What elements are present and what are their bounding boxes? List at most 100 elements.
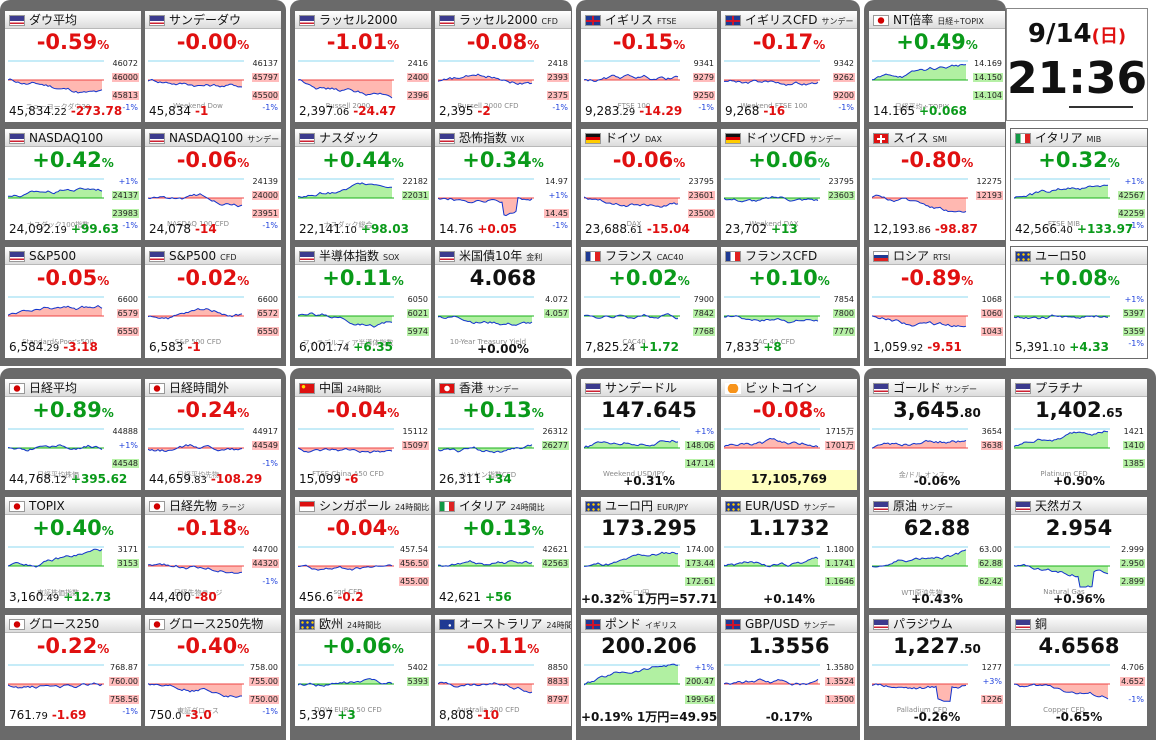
main-value-text: +0.44 [322,148,392,172]
axis-label: 5393 [406,677,429,686]
main-value-text: -0.05 [36,266,98,290]
last-price: 44,400 [149,590,191,604]
tile-subtitle: ラージ [221,503,245,512]
quote-tile[interactable]: 恐怖指数 VIX +0.34% 14.97 +1% 14.45 -1% 14.76 +0.05 [434,128,572,241]
mini-chart [148,178,244,208]
quote-tile[interactable]: ラッセル2000 CFD -0.08% 2418 2393 2375 -1% Russell … [434,10,572,123]
chart-fill [1014,314,1108,319]
quote-tile[interactable]: ロシア RTSI -0.89% 1068 1060 1043 1,059.92 -9.51 [868,246,1006,359]
axis-label: 63.00 [979,545,1002,554]
percent-change: +0.90% [1053,474,1105,488]
price-change: -1 [195,104,209,118]
quote-tile[interactable]: グロース250 -0.22% 768.87 760.00 758.56 -1% 761.79… [4,614,142,727]
quote-tile[interactable]: スイス SMI -0.80% 12275 12193 12,193.86 -98.87 [868,128,1006,241]
mini-chart [8,546,104,568]
tile-name: 米国債10年 金利 [459,249,542,265]
axis-label: 2375 [546,91,569,100]
last-price: 26,311 [439,472,481,486]
quote-tile[interactable]: サンデードル 147.645 +1% 148.06 147.14 Weekend USD/… [580,378,718,491]
price-change: +0.05 [477,222,518,236]
main-value-text: +0.34 [462,148,532,172]
quote-tile[interactable]: グロース250先物 -0.40% 758.00 755.00 750.00 -1% 東証グロ… [144,614,282,727]
quote-tile[interactable]: イギリス FTSE -0.15% 9341 9279 9250 -1% FTSE 100 9,2… [580,10,718,123]
quote-tile[interactable]: プラチナ 1,402.65 1421 1410 1385 Platinum CFD +0.9… [1010,378,1148,491]
quote-tile[interactable]: 日経先物 ラージ -0.18% 44700 44320 -1% 日経先物ラージ 44,400-… [144,496,282,609]
mini-chart [1014,296,1110,320]
quote-tile[interactable]: TOPIX +0.40% 3171 3153 東証株価指数 3,160.49 +12.73 [4,496,142,609]
last-price: 45,834 [149,104,191,118]
quote-tile[interactable]: イギリスCFD サンデー -0.17% 9342 9262 9200 -1% Weekend … [720,10,858,123]
quote-tile[interactable]: 欧州 24時間比 +0.06% 5402 5393 DOW EURO 50 CFD 5,39… [294,614,432,727]
quote-tile[interactable]: 米国債10年 金利 4.068 4.072 4.057 10-Year Treasury … [434,246,572,359]
tile-price-line: 7,825.24 +1.72 [581,339,717,357]
axis-label: 4.652 [1120,677,1145,686]
quote-tile[interactable]: ナスダック +0.44% 22182 22031 ナスダック総合 22,141.10 +98… [294,128,432,241]
quote-tile[interactable]: ダウ平均 -0.59% 46072 46000 45813 -1% ニューヨークダウ30 45… [4,10,142,123]
quote-tile[interactable]: 日経平均 +0.89% 44888 +1% 44548 日経平均株価 44,768.12 +3… [4,378,142,491]
tile-subtitle: 24時間比 [395,503,430,512]
quote-tile[interactable]: パラジウム 1,227.50 1277 +3% 1226 Palladium CFD -0.… [868,614,1006,727]
quote-tile[interactable]: S&P500 -0.05% 6600 6579 6550 Standard&Poor's5… [4,246,142,359]
quote-tile[interactable]: EUR/USD サンデー 1.1732 1.1800 1.1741 1.1646 +0.14… [720,496,858,609]
percent-change: -0.65% [1055,710,1103,724]
quote-tile[interactable]: サンデーダウ -0.00% 46137 45797 45500 -1% Weekend Do… [144,10,282,123]
quote-tile[interactable]: ポンド イギリス 200.206 +1% 200.47 199.64 +0.19% 1万円=… [580,614,718,727]
quote-tile[interactable]: イタリア 24時間比 +0.13% 42621 42563 42,621 +56 [434,496,572,609]
quote-tile[interactable]: ユーロ50 +0.08% +1% 5397 5359 -1% 5,391.10 +4.33 [1010,246,1148,359]
quote-tile[interactable]: 半導体指数 SOX +0.11% 6050 6021 5974 フィラデルフィア半導体指数 6… [294,246,432,359]
quote-tile[interactable]: 日経時間外 -0.24% 44917 44549 -1% 日経平均先物 44,659.83-… [144,378,282,491]
quote-tile[interactable]: 天然ガス 2.954 2.999 2.950 2.899 Natural Gas +0.96… [1010,496,1148,609]
chart-fill [8,305,102,316]
quote-tile[interactable]: NASDAQ100 サンデー -0.06% 24139 24000 23951 -1% NAS… [144,128,282,241]
mini-chart [724,60,820,86]
last-price: 44,659 [149,472,191,486]
last-price-fraction: .10 [341,225,357,236]
mini-chart [438,428,534,454]
main-value-unit: % [237,274,250,288]
quote-tile[interactable]: NASDAQ100 +0.42% +1% 24137 23983 -1% ナスダック100指… [4,128,142,241]
chart-fill [584,664,678,685]
tile-name: 日経時間外 [169,381,229,395]
chart-fill [438,197,532,216]
quote-tile[interactable]: オーストラリア24時間比-0.11%885088338797Australia … [434,614,572,727]
axis-label: 455.00 [399,577,429,586]
quote-tile[interactable]: ドイツCFD サンデー +0.06% 23795 23603 Weekend DAX 23,… [720,128,858,241]
quote-tile[interactable]: S&P500 CFD -0.02% 6600 6572 6550 S&P 500 CFD 6,… [144,246,282,359]
axis-label: 45500 [251,91,279,100]
tile-header: フランスCFD [721,247,857,265]
quote-tile[interactable]: ビットコイン-0.08%1715万1701万CRYPTO BTC/JPY17,1… [720,378,858,491]
tile-price-line: 7,833 +8 [721,339,857,357]
axis-label: 9279 [692,73,715,82]
quote-tile[interactable]: シンガポール 24時間比 -0.04% 457.54 456.50 455.00 sgd C… [294,496,432,609]
last-price: 45,834 [9,104,51,118]
main-value-text: 4.068 [469,266,537,290]
quote-tile[interactable]: GBP/USD サンデー 1.3556 1.3580 1.3524 1.3500 -0.17… [720,614,858,727]
quote-tile[interactable]: ドイツ DAX -0.06% 23795 23601 23500 DAX 23,688.61-… [580,128,718,241]
quote-tile[interactable]: 原油 サンデー 62.88 63.00 62.88 62.42 WTI原油先物 +0.43% [868,496,1006,609]
main-value-unit: .80 [959,406,981,420]
quote-tile[interactable]: フランス CAC40 +0.02% 7900 7842 7768 CAC40 7,825.24… [580,246,718,359]
chart-fill [438,560,532,567]
quote-tile[interactable]: イタリア MIB +0.32% +1% 42567 42259 -1% FTSE MIB 42,… [1010,128,1148,241]
chart-watermark: 日経平均株価 [37,471,79,479]
quote-tile[interactable]: 中国 24時間比 -0.04% 15112 15097 FTSE China A50 CF… [294,378,432,491]
quote-tile[interactable]: ユーロ円 EUR/JPY 173.295 174.00 173.44 172.61 ユーロ/… [580,496,718,609]
main-value-text: -0.02 [176,266,238,290]
chart-watermark: ナスダック総合 [323,221,373,229]
tile-header: ビットコイン [721,379,857,397]
clock-underline [1069,106,1133,108]
quote-tile[interactable]: 銅 4.6568 4.706 4.652 -1% Copper CFD -0.65% [1010,614,1148,727]
quote-tile[interactable]: ゴールド サンデー 3,645.80 3654 3638 金/ドル オンス -0.06% [868,378,1006,491]
main-value-unit: .50 [959,642,981,656]
tile-subtitle: EUR/JPY [657,503,689,512]
tile-header: 香港 サンデー [435,379,571,397]
price-change: -273.78 [70,104,123,118]
main-value-unit: % [97,274,110,288]
axis-label: -1% [1128,695,1144,704]
tile-name-text: サンデードル [605,381,678,395]
quote-tile[interactable]: NT倍率 日経÷TOPIX +0.49% 14.169 14.150 14.104 日経平均… [868,10,1006,123]
quote-tile[interactable]: フランスCFD +0.10% 7854 7800 7770 CAC 40 CFD 7,833… [720,246,858,359]
quote-tile[interactable]: 香港 サンデー +0.13% 26312 26277 ハンセン指数CFD 26,311 +34 [434,378,572,491]
tile-main-value: -0.18% [145,516,281,543]
quote-tile[interactable]: ラッセル2000 -1.01% 2416 2400 2396 Russell 2000 2,… [294,10,432,123]
